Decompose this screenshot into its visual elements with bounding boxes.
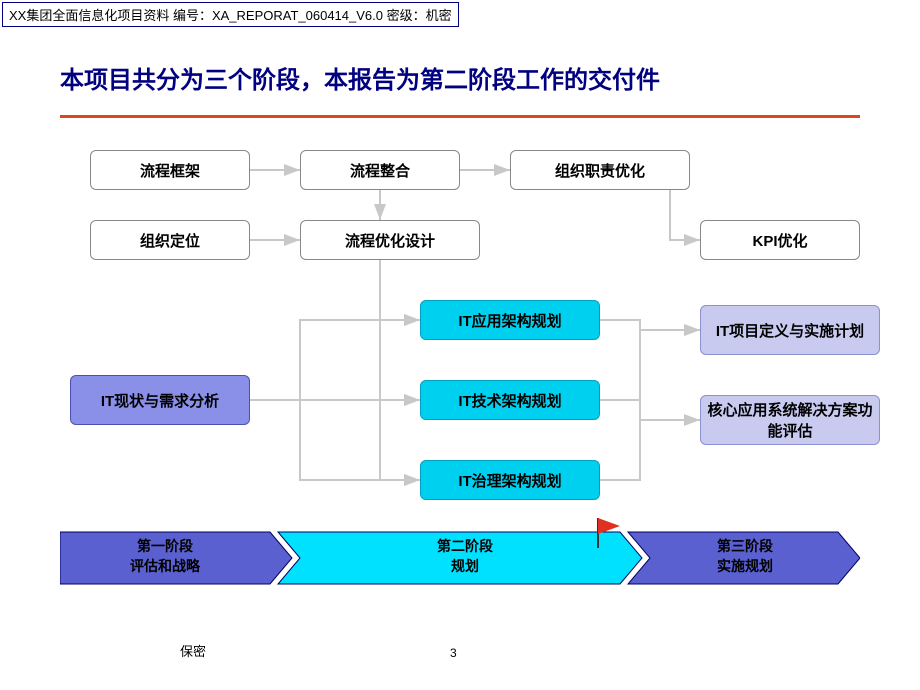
- box-process-framework: 流程框架: [90, 150, 250, 190]
- phase1-line2: 评估和战略: [60, 556, 270, 576]
- phase2-line2: 规划: [300, 556, 630, 576]
- phase-banner: 第一阶段 评估和战略 第二阶段 规划 第三阶段 实施规划: [60, 530, 860, 586]
- box-it-tech-arch: IT技术架构规划: [420, 380, 600, 420]
- box-it-status-analysis: IT现状与需求分析: [70, 375, 250, 425]
- box-core-app-eval: 核心应用系统解决方案功能评估: [700, 395, 880, 445]
- doc-header: XX集团全面信息化项目资料 编号：XA_REPORAT_060414_V6.0 …: [2, 2, 459, 27]
- box-org-responsibility: 组织职责优化: [510, 150, 690, 190]
- box-it-app-arch: IT应用架构规划: [420, 300, 600, 340]
- box-it-project-plan: IT项目定义与实施计划: [700, 305, 880, 355]
- box-kpi-opt: KPI优化: [700, 220, 860, 260]
- phase3-line1: 第三阶段: [650, 536, 840, 556]
- box-process-opt-design: 流程优化设计: [300, 220, 480, 260]
- footer-confidential: 保密: [180, 641, 206, 660]
- phase1-line1: 第一阶段: [60, 536, 270, 556]
- title-rule: [60, 115, 860, 118]
- footer-page-number: 3: [450, 646, 457, 660]
- box-it-gov-arch: IT治理架构规划: [420, 460, 600, 500]
- current-phase-flag-icon: [594, 516, 624, 555]
- phase2-line1: 第二阶段: [300, 536, 630, 556]
- page-title: 本项目共分为三个阶段，本报告为第二阶段工作的交付件: [60, 60, 660, 95]
- box-org-position: 组织定位: [90, 220, 250, 260]
- phase3-line2: 实施规划: [650, 556, 840, 576]
- box-process-integration: 流程整合: [300, 150, 460, 190]
